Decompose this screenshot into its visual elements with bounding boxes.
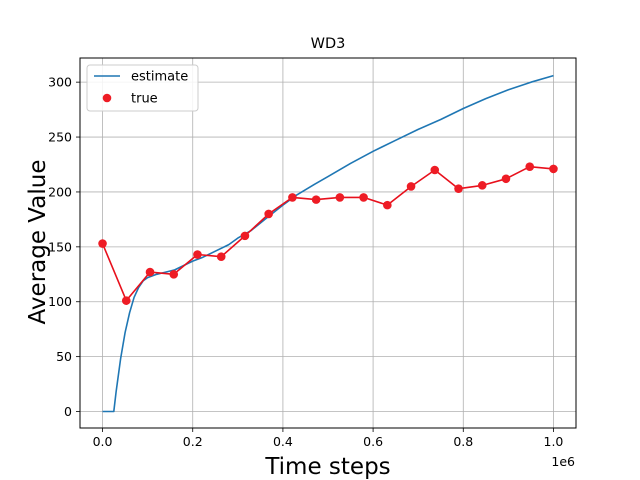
series-true-point <box>359 193 368 202</box>
series-true-point <box>169 269 179 279</box>
legend-marker-true <box>102 93 112 103</box>
y-tick-label: 200 <box>48 184 72 199</box>
legend-label-estimate: estimate <box>131 70 188 85</box>
series-true-point <box>193 250 202 259</box>
x-axis-label: Time steps <box>264 454 390 480</box>
series-true-point <box>335 193 345 202</box>
x-tick-label: 0.2 <box>183 434 203 449</box>
series-layer <box>98 74 558 413</box>
y-axis-label: Average Value <box>25 160 51 325</box>
y-tick-label: 300 <box>48 75 72 90</box>
grid <box>80 58 576 428</box>
series-true-point <box>311 195 321 204</box>
y-tick-label: 250 <box>48 130 72 145</box>
x-tick-label: 0.8 <box>453 434 473 449</box>
ticks: 0.0 0.2 0.4 0.6 0.8 1.0 0 50 100 150 200 250 300 <box>48 75 563 449</box>
series-true-point <box>288 193 297 202</box>
series-true-point <box>454 184 463 193</box>
series-true-point <box>121 296 131 305</box>
x-tick-label: 0.6 <box>363 434 383 449</box>
x-tick-label: 0.4 <box>273 434 293 449</box>
series-true-point <box>216 252 226 262</box>
y-tick-label: 50 <box>56 349 72 364</box>
series-true-point <box>430 165 440 175</box>
y-tick-label: 150 <box>48 239 72 254</box>
series-true-point <box>406 182 416 191</box>
series-true-point <box>98 239 107 248</box>
series-true-point <box>383 200 392 210</box>
legend: estimate true <box>86 64 199 112</box>
series-true-point <box>501 174 511 184</box>
y-tick-label: 100 <box>48 294 72 309</box>
series-true-point <box>525 162 535 171</box>
series-true-point <box>264 209 273 219</box>
y-tick-label: 0 <box>64 404 72 419</box>
series-true-point <box>549 164 558 174</box>
axes-frame <box>79 57 577 429</box>
x-offset-label: 1e6 <box>551 454 575 469</box>
series-estimate-line <box>102 74 554 413</box>
x-tick-label: 1.0 <box>544 434 564 449</box>
chart-title: WD3 <box>311 36 346 52</box>
legend-label-true: true <box>131 92 158 107</box>
x-tick-label: 0.0 <box>93 434 113 449</box>
series-true-point <box>240 231 250 241</box>
series-true-point <box>145 267 155 277</box>
series-true-point <box>477 181 487 190</box>
